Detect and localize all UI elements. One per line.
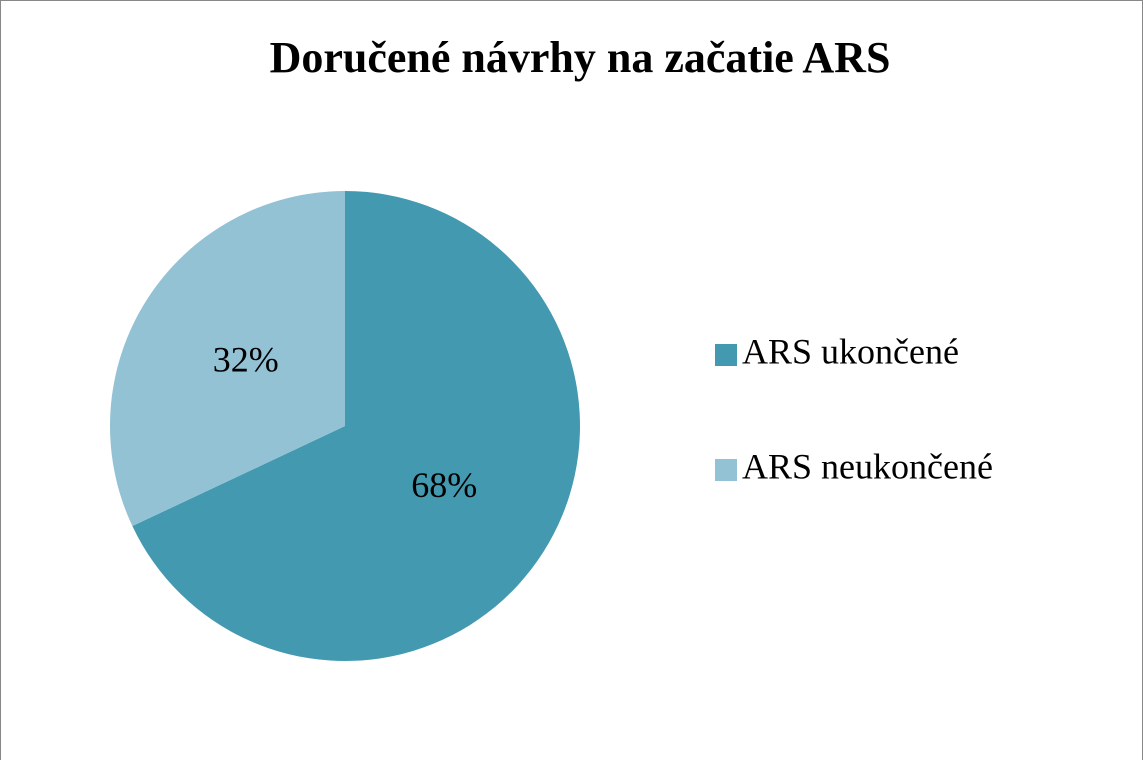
legend-swatch	[715, 459, 737, 481]
pie-slice	[132, 191, 580, 661]
legend-label: ARS neukončené	[742, 446, 993, 486]
pie-slice	[110, 191, 345, 527]
legend-swatch	[715, 344, 737, 366]
legend-label: ARS ukončené	[742, 331, 959, 371]
chart-title: Doručené návrhy na začatie ARS	[270, 33, 891, 82]
data-label: 32%	[213, 339, 279, 379]
data-label: 68%	[411, 465, 477, 505]
